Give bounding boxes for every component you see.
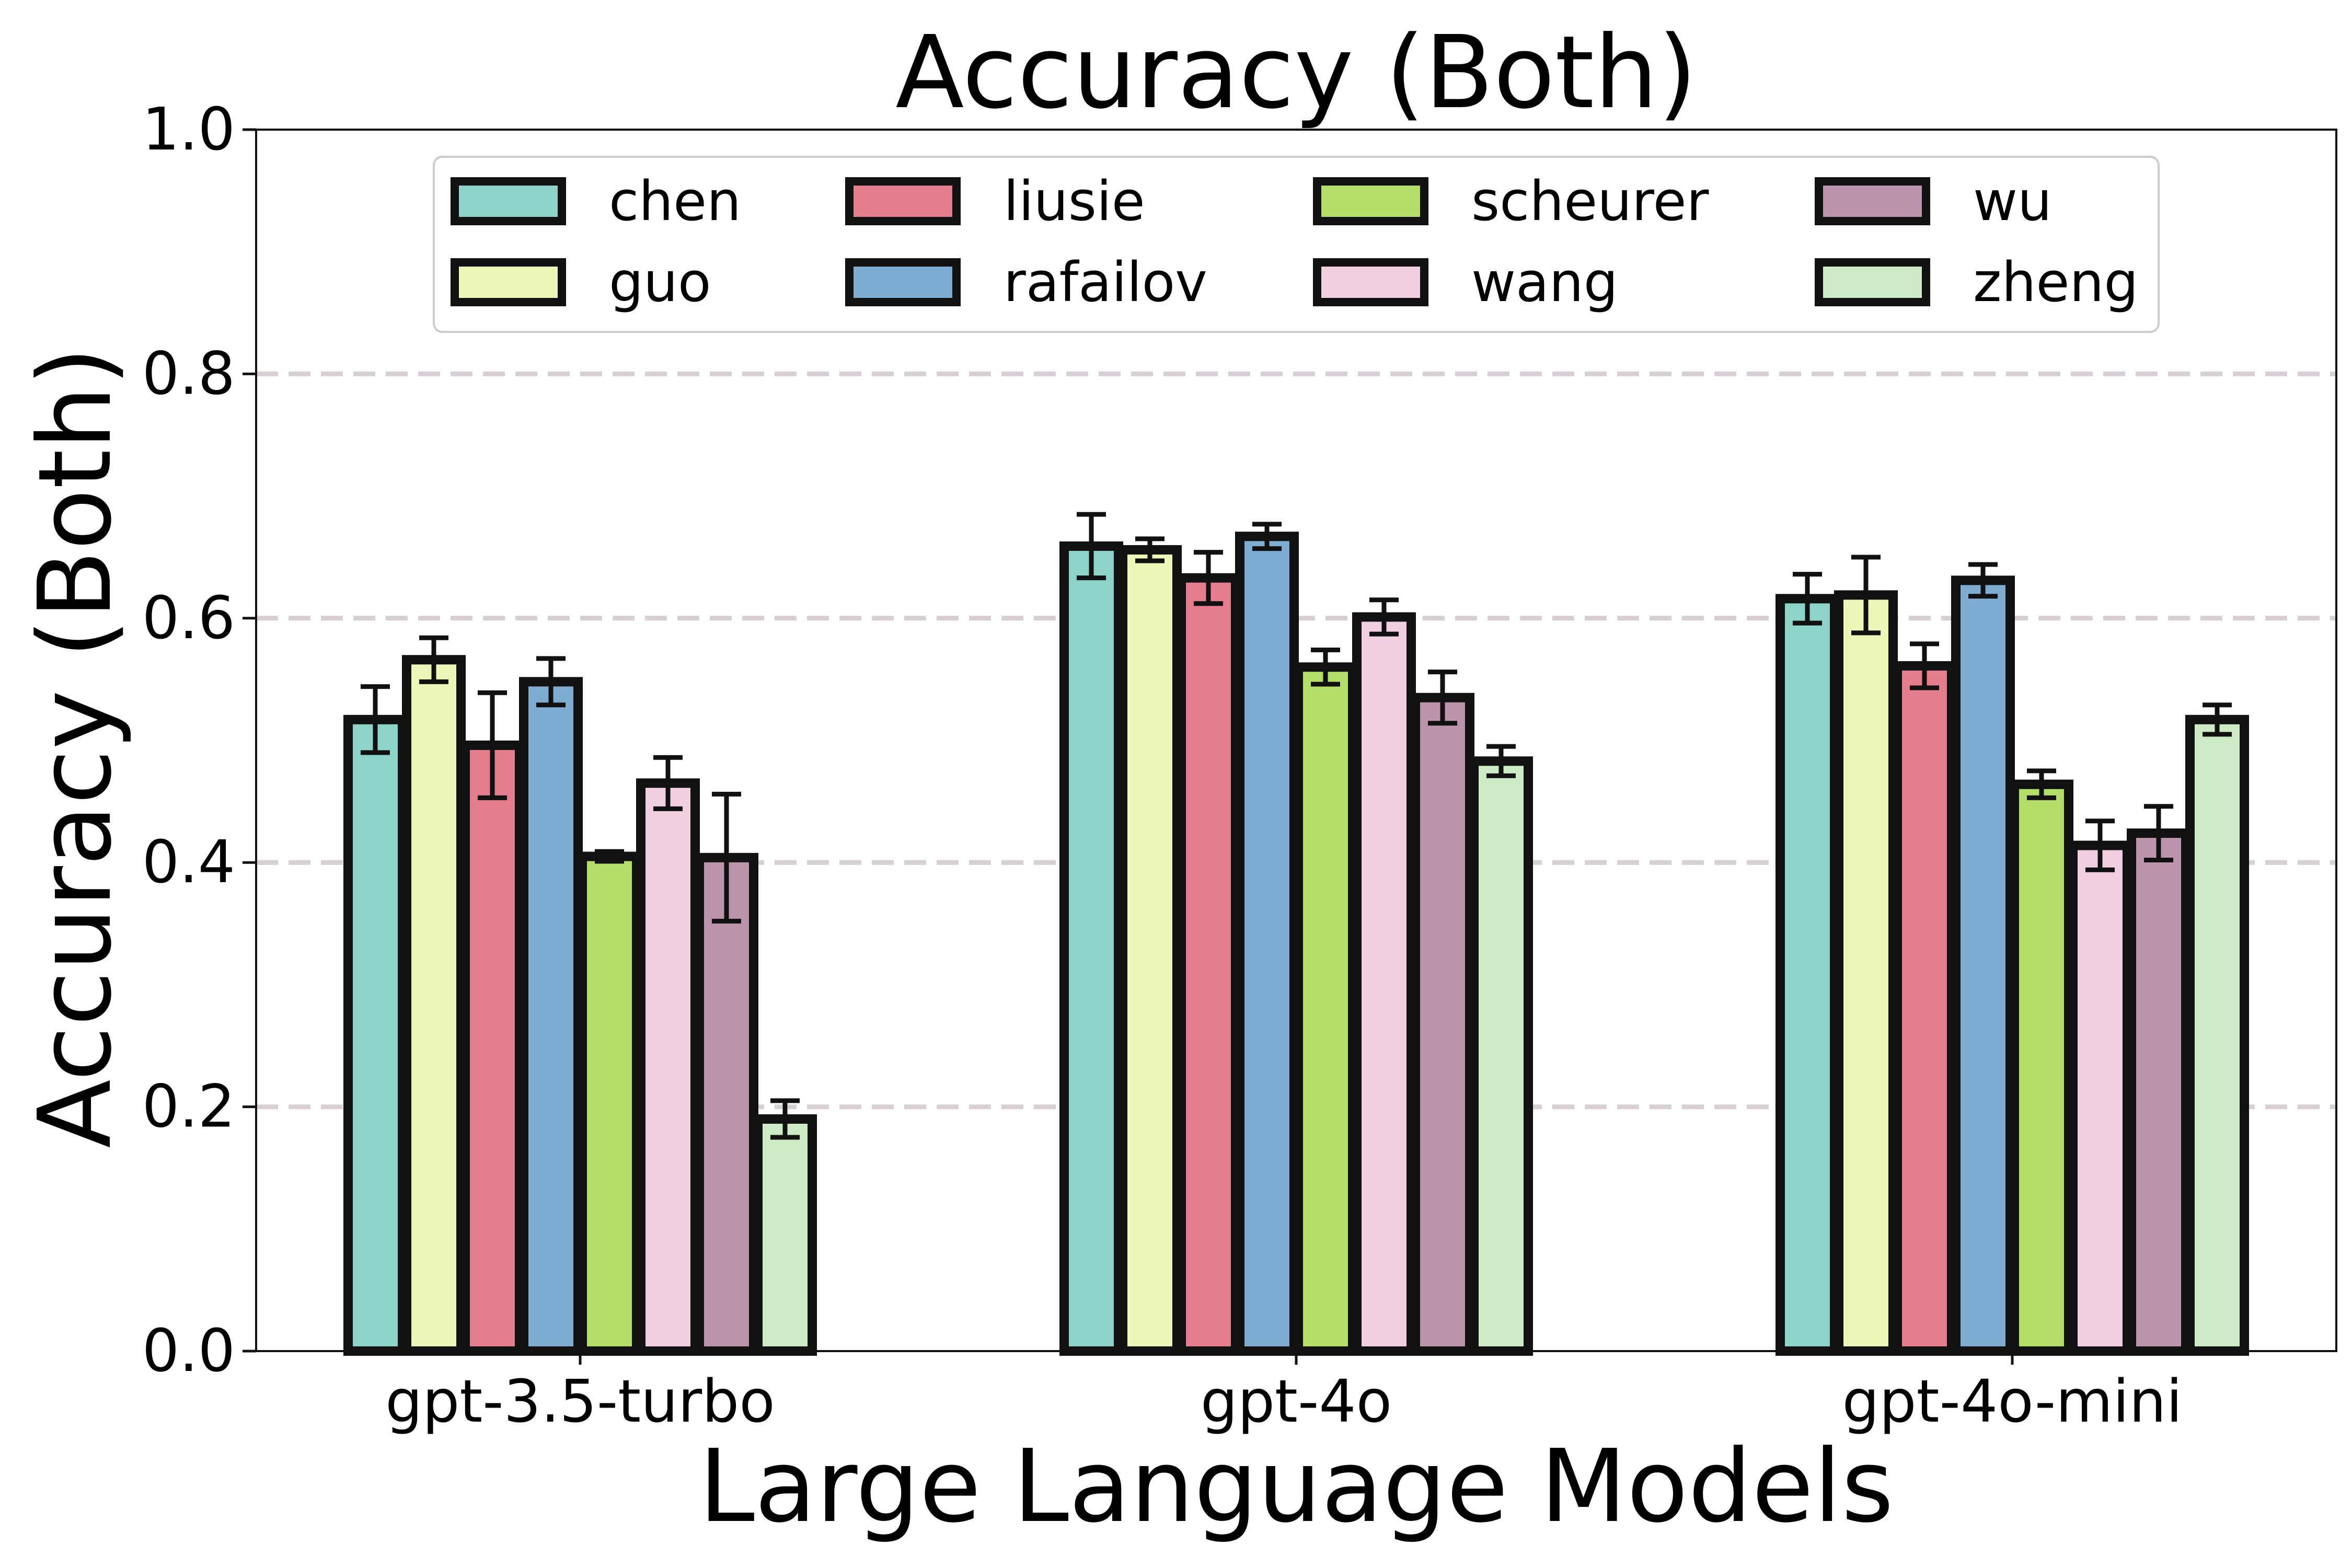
error-bar-wu-gpt-4o-mini — [2144, 804, 2173, 863]
bar-liusie-gpt-3.5-turbo — [460, 740, 524, 1356]
error-bar-wang-gpt-4o — [1369, 597, 1399, 637]
bar-scheurer-gpt-4o — [1294, 662, 1357, 1356]
error-bar-zheng-gpt-4o — [1486, 744, 1516, 778]
bar-zheng-gpt-3.5-turbo — [753, 1114, 817, 1356]
legend-label: rafailov — [1004, 250, 1207, 314]
bar-rafailov-gpt-4o — [1235, 532, 1299, 1356]
legend-swatch — [1815, 258, 1930, 306]
bar-wang-gpt-4o-mini — [2068, 840, 2132, 1356]
bar-wu-gpt-4o-mini — [2127, 828, 2190, 1356]
bar-scheurer-gpt-3.5-turbo — [578, 851, 641, 1356]
error-bar-liusie-gpt-3.5-turbo — [478, 690, 507, 800]
legend-label: chen — [609, 169, 741, 233]
x-axis-label: Large Language Models — [699, 1428, 1894, 1545]
error-bar-wu-gpt-4o — [1428, 670, 1457, 726]
x-tick-label: gpt-4o — [1201, 1368, 1392, 1436]
legend-item-rafailov: rafailov — [845, 250, 1207, 314]
error-bar-rafailov-gpt-3.5-turbo — [536, 656, 566, 708]
bar-wang-gpt-4o — [1352, 612, 1416, 1356]
y-tick-label: 0.8 — [142, 340, 235, 408]
legend-item-chen: chen — [451, 169, 741, 233]
y-tick-label: 0.0 — [142, 1317, 235, 1385]
error-bar-scheurer-gpt-3.5-turbo — [595, 849, 624, 864]
error-bar-wang-gpt-4o-mini — [2085, 818, 2115, 872]
bar-chen-gpt-4o-mini — [1775, 594, 1839, 1356]
y-tick-label: 0.4 — [142, 828, 235, 896]
y-tick-label: 0.6 — [142, 584, 235, 652]
error-bar-zheng-gpt-3.5-turbo — [770, 1098, 800, 1140]
legend-swatch — [1815, 177, 1930, 225]
legend-item-scheurer: scheurer — [1313, 169, 1709, 233]
y-tick-label: 1.0 — [142, 96, 235, 164]
bar-guo-gpt-4o — [1118, 545, 1182, 1356]
bar-liusie-gpt-4o-mini — [1893, 661, 1956, 1356]
legend-label: guo — [609, 250, 711, 314]
bar-rafailov-gpt-4o-mini — [1951, 575, 2015, 1356]
bar-zheng-gpt-4o — [1469, 756, 1533, 1356]
legend-swatch — [845, 177, 961, 225]
error-bar-rafailov-gpt-4o-mini — [1968, 562, 1998, 599]
legend-item-liusie: liusie — [845, 169, 1145, 233]
bar-wang-gpt-3.5-turbo — [636, 778, 700, 1356]
x-tick-label: gpt-4o-mini — [1842, 1368, 2182, 1436]
error-bar-chen-gpt-4o — [1077, 512, 1106, 581]
bar-guo-gpt-4o-mini — [1834, 590, 1898, 1356]
y-axis-ticks: 0.0 0.2 0.4 0.6 0.8 1.0 — [142, 96, 256, 1385]
error-bar-rafailov-gpt-4o — [1252, 522, 1282, 551]
legend-label: wu — [1973, 169, 2052, 233]
legend: chen guo liusie rafailov scheurer wang wu zheng — [433, 156, 2160, 333]
legend-item-wang: wang — [1313, 250, 1618, 314]
legend-label: liusie — [1004, 169, 1145, 233]
legend-item-wu: wu — [1815, 169, 2052, 233]
error-bar-scheurer-gpt-4o — [1311, 648, 1340, 687]
error-bar-wu-gpt-3.5-turbo — [712, 791, 741, 924]
error-bar-liusie-gpt-4o-mini — [1910, 641, 1939, 690]
bar-wu-gpt-4o — [1411, 693, 1474, 1356]
legend-label: wang — [1471, 250, 1618, 314]
plot-frame — [255, 129, 2337, 1352]
bar-chen-gpt-4o — [1059, 541, 1123, 1356]
y-tick-label: 0.2 — [142, 1073, 235, 1141]
bars — [343, 512, 2249, 1356]
legend-swatch — [451, 177, 566, 225]
bar-rafailov-gpt-3.5-turbo — [519, 677, 583, 1356]
error-bar-guo-gpt-3.5-turbo — [419, 635, 448, 684]
error-bar-chen-gpt-4o-mini — [1793, 572, 1822, 626]
legend-item-guo: guo — [451, 250, 711, 314]
x-axis-ticks: gpt-3.5-turbo gpt-4o gpt-4o-mini — [385, 1351, 2183, 1436]
bar-liusie-gpt-4o — [1177, 573, 1240, 1356]
x-tick-label: gpt-3.5-turbo — [385, 1368, 775, 1436]
error-bar-guo-gpt-4o-mini — [1851, 555, 1881, 636]
legend-item-zheng: zheng — [1815, 250, 2138, 314]
legend-swatch — [451, 258, 566, 306]
legend-swatch — [1313, 258, 1428, 306]
bar-zheng-gpt-4o-mini — [2185, 714, 2249, 1356]
error-bar-wang-gpt-3.5-turbo — [653, 755, 683, 811]
legend-swatch — [1313, 177, 1428, 225]
bar-chen-gpt-3.5-turbo — [343, 714, 407, 1356]
error-bar-scheurer-gpt-4o-mini — [2027, 768, 2056, 800]
error-bar-chen-gpt-3.5-turbo — [361, 684, 390, 755]
legend-swatch — [845, 258, 961, 306]
error-bar-zheng-gpt-4o-mini — [2203, 702, 2232, 737]
bar-guo-gpt-3.5-turbo — [402, 655, 466, 1356]
bar-scheurer-gpt-4o-mini — [2010, 779, 2073, 1356]
y-axis-label: Accuracy (Both) — [17, 347, 134, 1148]
legend-label: scheurer — [1471, 169, 1709, 233]
chart-title: Accuracy (Both) — [895, 15, 1697, 131]
bar-wu-gpt-3.5-turbo — [695, 852, 758, 1356]
error-bar-liusie-gpt-4o — [1194, 550, 1223, 606]
legend-label: zheng — [1973, 250, 2138, 314]
error-bar-guo-gpt-4o — [1135, 536, 1165, 563]
